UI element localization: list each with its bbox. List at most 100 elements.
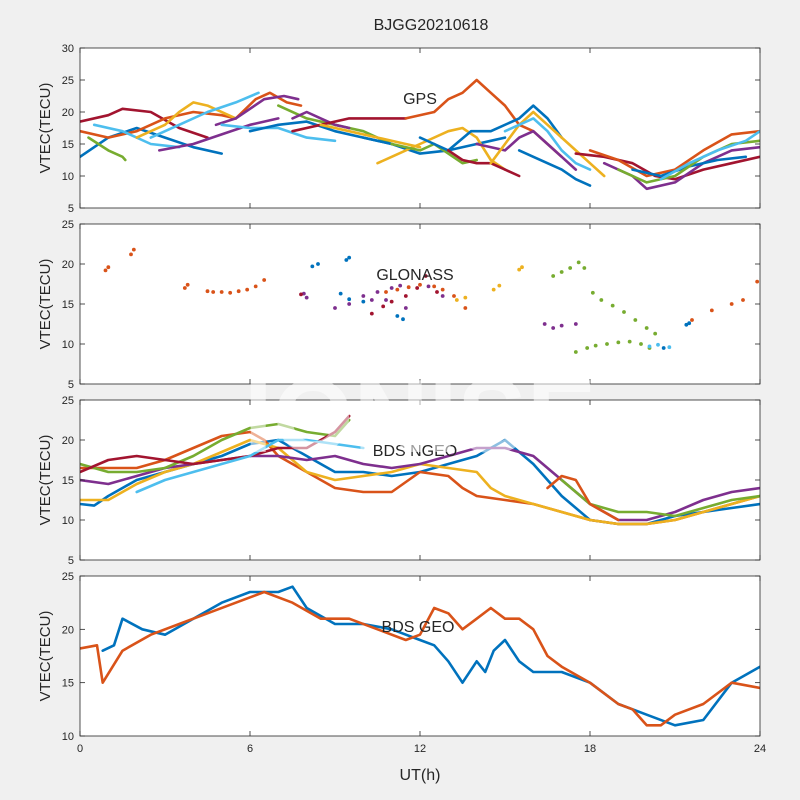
data-point — [687, 321, 692, 326]
series-line — [390, 142, 478, 165]
y-axis-label: VTEC(TECU) — [37, 435, 54, 526]
data-point — [389, 286, 394, 290]
data-point — [310, 264, 315, 269]
data-point — [491, 287, 496, 292]
data-point — [593, 343, 598, 348]
series-line — [418, 104, 563, 152]
y-tick-label: 15 — [62, 139, 74, 151]
data-point — [403, 294, 408, 298]
series-line — [588, 129, 760, 178]
plot-area — [80, 224, 760, 384]
series-line — [80, 110, 238, 139]
data-point — [542, 322, 547, 326]
y-axis-label: VTEC(TECU) — [37, 259, 54, 350]
series-group — [103, 247, 760, 354]
y-tick-label: 25 — [62, 571, 74, 583]
series-line — [546, 474, 620, 522]
series-line — [489, 110, 606, 178]
data-point — [497, 283, 502, 288]
data-point — [690, 318, 694, 322]
series-line — [503, 117, 592, 171]
data-point — [590, 290, 595, 295]
series-line — [220, 123, 337, 143]
y-tick-label: 10 — [62, 515, 74, 527]
data-point — [236, 289, 241, 294]
series-line — [517, 149, 592, 187]
data-point — [103, 268, 108, 273]
data-point — [633, 318, 638, 322]
data-point — [185, 282, 190, 287]
data-point — [384, 298, 388, 302]
panel-label: GPS — [403, 91, 437, 108]
series-line — [135, 438, 365, 494]
series-line — [319, 123, 422, 149]
data-point — [616, 340, 621, 345]
data-point — [568, 266, 573, 270]
series-group — [80, 585, 760, 727]
data-point — [573, 322, 578, 326]
y-tick-label: 5 — [68, 379, 74, 391]
data-point — [599, 298, 604, 302]
data-point — [395, 287, 400, 292]
data-point — [576, 260, 581, 265]
y-tick-label: 25 — [62, 395, 74, 407]
data-point — [463, 295, 468, 300]
data-point — [219, 290, 224, 294]
data-point — [627, 339, 632, 344]
data-point — [395, 314, 400, 318]
series-line — [659, 129, 760, 181]
series-line — [475, 129, 578, 171]
subplot-panels: 5 10 15 20 25 30 VTEC(TECU) GPS 5 10 15 20 25 VTEC(TE… — [37, 43, 766, 755]
series-line — [214, 94, 300, 127]
data-point — [559, 270, 564, 274]
data-point — [418, 282, 422, 287]
data-point — [347, 255, 352, 260]
series-line — [291, 110, 351, 130]
x-axis-label: UT(h) — [400, 767, 441, 784]
data-point — [440, 287, 445, 292]
data-point — [653, 331, 658, 336]
data-point — [381, 304, 386, 309]
y-axis-label: VTEC(TECU) — [37, 83, 54, 174]
data-point — [245, 287, 250, 292]
x-tick-label: 18 — [584, 743, 596, 755]
y-tick-label: 10 — [62, 339, 74, 351]
y-tick-label: 25 — [62, 219, 74, 231]
data-point — [369, 298, 374, 302]
data-point — [644, 326, 649, 330]
y-tick-label: 15 — [62, 678, 74, 690]
x-tick-label: 12 — [414, 743, 426, 755]
plot-area — [80, 576, 760, 736]
data-point — [454, 298, 459, 302]
data-point — [435, 290, 439, 294]
y-tick-label: 20 — [62, 435, 74, 447]
data-point — [661, 346, 666, 350]
data-point — [211, 290, 216, 294]
data-point — [684, 322, 689, 327]
y-tick-label: 20 — [62, 259, 74, 271]
data-point — [182, 286, 187, 290]
y-tick-label: 5 — [68, 555, 74, 567]
series-line — [80, 107, 209, 139]
data-point — [333, 306, 337, 310]
data-point — [205, 289, 210, 294]
figure-title: BJGG20210618 — [374, 17, 489, 34]
series-line — [234, 91, 303, 120]
plot-area — [80, 400, 760, 560]
data-point — [647, 344, 652, 349]
series-line — [87, 136, 127, 162]
y-tick-label: 20 — [62, 107, 74, 119]
data-point — [347, 302, 352, 306]
data-point — [361, 299, 366, 304]
data-point — [406, 285, 411, 290]
data-point — [656, 342, 660, 347]
data-point — [605, 342, 609, 346]
series-group — [80, 78, 760, 191]
data-point — [129, 252, 133, 257]
data-point — [228, 290, 233, 295]
series-line — [80, 418, 351, 474]
data-point — [755, 279, 760, 284]
data-point — [131, 247, 136, 252]
data-point — [440, 294, 445, 298]
